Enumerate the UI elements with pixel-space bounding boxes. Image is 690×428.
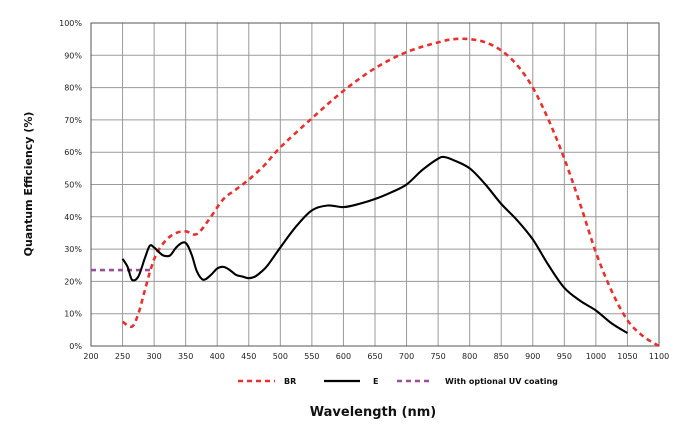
x-tick-label: 900 xyxy=(525,352,540,361)
legend-entry: BR xyxy=(238,377,296,386)
x-tick-label: 300 xyxy=(146,352,161,361)
x-tick-label: 850 xyxy=(494,352,509,361)
y-tick-label: 0% xyxy=(69,342,82,351)
x-tick-label: 650 xyxy=(367,352,382,361)
x-tick-label: 1000 xyxy=(586,352,606,361)
y-tick-label: 40% xyxy=(64,213,82,222)
x-tick-label: 800 xyxy=(462,352,477,361)
x-tick-label: 1100 xyxy=(649,352,669,361)
y-tick-label: 60% xyxy=(64,148,82,157)
x-tick-label: 1050 xyxy=(617,352,637,361)
x-tick-label: 950 xyxy=(557,352,572,361)
legend-entry: E xyxy=(324,377,378,386)
x-tick-label: 750 xyxy=(430,352,445,361)
y-tick-label: 20% xyxy=(64,277,82,286)
y-tick-label: 100% xyxy=(59,19,82,28)
x-tick-label: 500 xyxy=(273,352,288,361)
x-tick-label: 350 xyxy=(178,352,193,361)
legend-label: With optional UV coating xyxy=(445,377,558,386)
legend-label: BR xyxy=(284,377,296,386)
y-tick-label: 70% xyxy=(64,116,82,125)
y-axis-title: Quantum Efficiency (%) xyxy=(22,112,35,257)
x-tick-label: 200 xyxy=(83,352,98,361)
x-tick-label: 550 xyxy=(304,352,319,361)
legend-label: E xyxy=(373,377,378,386)
plot-frame xyxy=(90,22,660,347)
x-axis-title: Wavelength (nm) xyxy=(310,405,436,420)
y-tick-label: 80% xyxy=(64,84,82,93)
x-tick-label: 600 xyxy=(336,352,351,361)
y-tick-label: 50% xyxy=(64,181,82,190)
series-line-br xyxy=(121,37,660,348)
x-tick-label: 450 xyxy=(241,352,256,361)
y-tick-label: 90% xyxy=(64,51,82,60)
x-tick-label: 400 xyxy=(210,352,225,361)
x-tick-label: 700 xyxy=(399,352,414,361)
y-tick-label: 10% xyxy=(64,310,82,319)
x-tick-label: 250 xyxy=(115,352,130,361)
y-tick-label: 30% xyxy=(64,245,82,254)
legend-entry: With optional UV coating xyxy=(397,377,558,386)
series-line-e xyxy=(121,155,628,334)
